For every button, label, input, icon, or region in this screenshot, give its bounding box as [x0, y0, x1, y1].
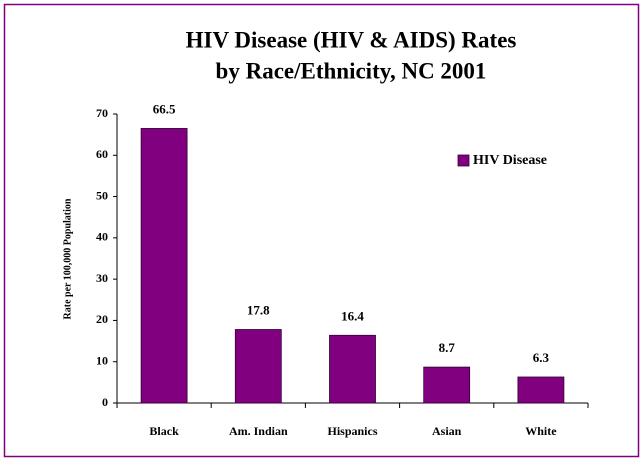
bar [423, 366, 471, 404]
x-tick-label: Hispanics [327, 424, 377, 438]
y-tick-label: 20 [96, 312, 108, 326]
value-label: 66.5 [153, 101, 176, 116]
x-tick-label: White [525, 424, 557, 438]
y-axis-label: Rate per 100,000 Population [62, 198, 73, 319]
bar [517, 376, 565, 404]
y-tick-label: 40 [96, 230, 108, 244]
value-label: 17.8 [247, 302, 270, 317]
y-tick-label: 0 [102, 395, 108, 409]
y-tick-label: 60 [96, 147, 108, 161]
y-tick-label: 50 [96, 188, 108, 202]
x-tick-label: Black [149, 424, 179, 438]
value-label: 6.3 [533, 350, 550, 365]
bar [140, 128, 188, 404]
chart-title: by Race/Ethnicity, NC 2001 [216, 58, 487, 83]
value-label: 16.4 [341, 308, 364, 323]
y-tick-label: 30 [96, 271, 108, 285]
y-tick-label: 10 [96, 353, 108, 367]
x-tick-label: Am. Indian [229, 424, 288, 438]
legend-label: HIV Disease [473, 153, 547, 168]
x-tick-label: Asian [432, 424, 462, 438]
bar [329, 334, 376, 404]
value-label: 8.7 [439, 340, 456, 355]
chart-title: HIV Disease (HIV & AIDS) Rates [186, 27, 517, 52]
y-tick-label: 70 [96, 106, 108, 120]
legend-swatch [457, 154, 470, 167]
bar [234, 329, 282, 404]
